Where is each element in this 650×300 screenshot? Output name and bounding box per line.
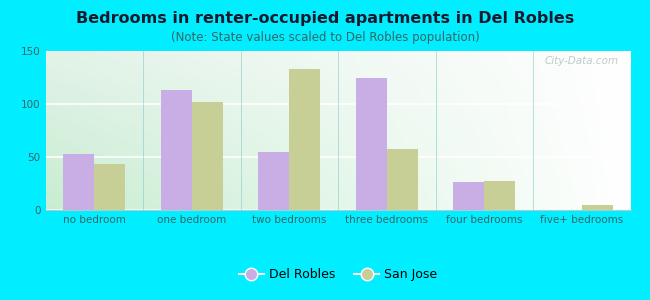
- Bar: [582, 205, 613, 210]
- Bar: [387, 148, 418, 210]
- Bar: [161, 90, 192, 210]
- Bar: [94, 164, 125, 210]
- Bar: [453, 182, 484, 210]
- Bar: [258, 152, 289, 210]
- Text: Bedrooms in renter-occupied apartments in Del Robles: Bedrooms in renter-occupied apartments i…: [76, 11, 574, 26]
- Text: City-Data.com: City-Data.com: [545, 56, 619, 66]
- Text: (Note: State values scaled to Del Robles population): (Note: State values scaled to Del Robles…: [170, 32, 480, 44]
- Bar: [192, 102, 223, 210]
- Bar: [289, 69, 320, 210]
- Bar: [484, 182, 515, 210]
- Bar: [356, 77, 387, 210]
- Bar: [63, 154, 94, 210]
- Legend: Del Robles, San Jose: Del Robles, San Jose: [234, 263, 442, 286]
